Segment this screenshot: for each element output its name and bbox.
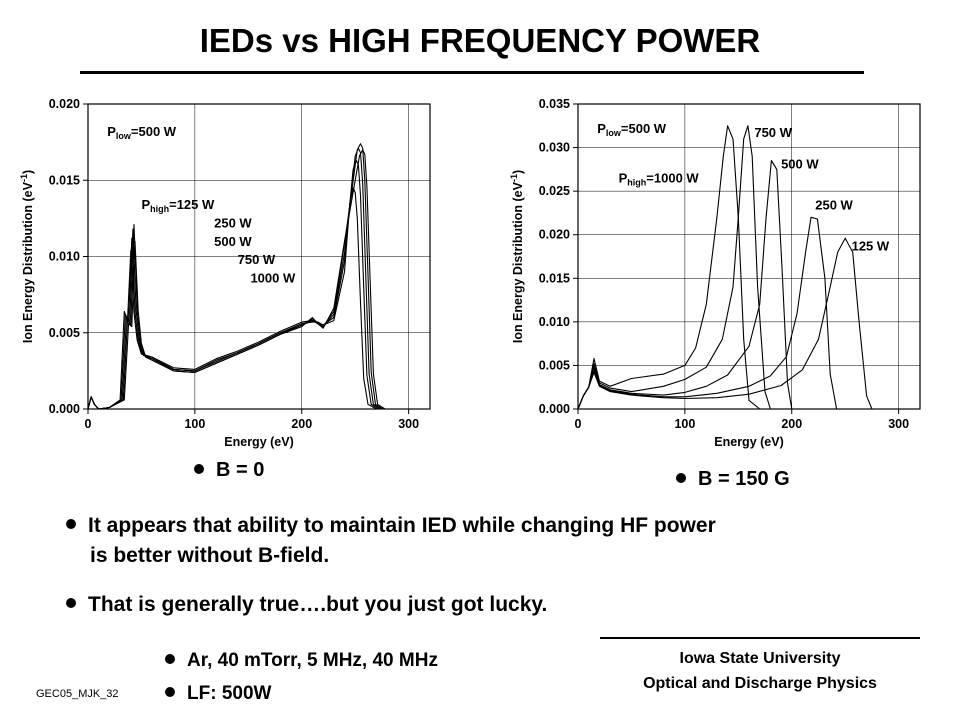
series-line-5	[87, 149, 430, 410]
annotation-prefix: P	[597, 121, 606, 136]
condition-lf: LF: 500W	[165, 683, 271, 705]
curve-annotation: 125 W	[852, 238, 890, 253]
curve-annotation: 750 W	[754, 125, 792, 140]
y-axis-label-main: Ion Energy Distribution (eV	[21, 181, 35, 343]
curve-annotation: Plow=500 W	[107, 124, 177, 141]
series-line-3	[87, 147, 430, 410]
y-tick-label: 0.015	[49, 173, 80, 187]
y-tick-label: 0.030	[539, 141, 570, 155]
label-b150-text: B = 150 G	[698, 468, 790, 490]
bullet-icon	[165, 686, 175, 697]
curve-annotation: 500 W	[781, 156, 819, 171]
ied-chart-b150: 0.000 0.005 0.010 0.015 0.020 0.025 0.030 0.035…	[509, 97, 921, 449]
y-axis-label-main: Ion Energy Distribution (eV	[511, 181, 525, 343]
x-axis-label: Energy (eV)	[224, 435, 293, 449]
annotation-text: 1000 W	[250, 270, 296, 285]
y-tick-label: 0.000	[539, 402, 570, 416]
slide-title: IEDs vs HIGH FREQUENCY POWER	[199, 22, 761, 59]
bullet-ability-cont: is better without B-field.	[90, 544, 330, 567]
condition-gas-text: Ar, 40 mTorr, 5 MHz, 40 MHz	[187, 650, 438, 671]
slide-code: GEC05_MJK_32	[36, 688, 119, 700]
footer-group: Optical and Discharge Physics	[643, 675, 877, 692]
annotation-text: 750 W	[754, 125, 792, 140]
y-tick-label: 0.010	[539, 315, 570, 329]
ied-chart-b0: 0.000 0.005 0.010 0.015 0.020 0 100 200 300 Energ…	[19, 97, 431, 449]
y-axis-label: Ion Energy Distribution (eV-1)	[509, 170, 525, 343]
plot-frame	[577, 103, 921, 410]
bullet-lucky-text: That is generally true….but you just got…	[88, 593, 548, 616]
curve-annotation: 500 W	[214, 234, 252, 249]
footer-rule	[600, 637, 920, 639]
curve-annotation: Plow=500 W	[597, 121, 667, 138]
annotation-subscript: high	[150, 204, 169, 214]
label-b0-text: B = 0	[216, 459, 265, 481]
y-tick-label: 0.025	[539, 184, 570, 198]
x-tick-label: 200	[291, 417, 312, 431]
bullet-ability: It appears that ability to maintain IED …	[66, 514, 716, 538]
curve-annotation: 750 W	[238, 252, 276, 267]
y-tick-label: 0.010	[49, 250, 80, 264]
annotation-prefix: P	[141, 197, 150, 212]
annotation-prefix: P	[107, 124, 116, 139]
annotation-text: 500 W	[214, 234, 252, 249]
x-tick-label: 200	[781, 417, 802, 431]
annotation-suffix: =500 W	[621, 121, 667, 136]
y-axis-label: Ion Energy Distribution (eV-1)	[19, 170, 35, 343]
y-tick-label: 0.005	[539, 358, 570, 372]
annotation-text: 250 W	[815, 197, 853, 212]
y-tick-label: 0.005	[49, 326, 80, 340]
x-axis-label: Energy (eV)	[714, 435, 783, 449]
x-tick-label: 0	[85, 417, 92, 431]
x-tick-label: 0	[575, 417, 582, 431]
bullet-ability-text: It appears that ability to maintain IED …	[88, 514, 716, 537]
curve-annotation: 250 W	[815, 197, 853, 212]
bullet-icon	[194, 463, 204, 474]
annotation-suffix: =500 W	[131, 124, 177, 139]
series-line-1	[577, 125, 920, 410]
y-tick-label: 0.020	[49, 97, 80, 111]
annotation-subscript: high	[627, 177, 646, 187]
x-tick-label: 100	[184, 417, 205, 431]
bullet-icon	[66, 519, 76, 530]
annotation-text: 500 W	[781, 156, 819, 171]
annotation-suffix: =1000 W	[646, 170, 699, 185]
footer-university: Iowa State University	[679, 650, 841, 667]
label-b150: B = 150 G	[676, 468, 790, 491]
bullet-icon	[66, 598, 76, 609]
x-tick-label: 300	[398, 417, 419, 431]
x-tick-label: 300	[888, 417, 909, 431]
condition-lf-text: LF: 500W	[187, 683, 272, 704]
series-line-2	[577, 125, 920, 410]
series-line-4	[577, 216, 920, 410]
annotation-subscript: low	[606, 128, 622, 138]
annotation-prefix: P	[619, 170, 628, 185]
annotation-text: 750 W	[238, 252, 276, 267]
curve-annotation: 1000 W	[250, 270, 296, 285]
label-b0: B = 0	[194, 459, 264, 482]
y-tick-label: 0.035	[539, 97, 570, 111]
bullet-lucky: That is generally true….but you just got…	[66, 593, 547, 617]
title-underline	[80, 71, 864, 74]
condition-gas: Ar, 40 mTorr, 5 MHz, 40 MHz	[165, 650, 438, 672]
y-tick-label: 0.000	[49, 402, 80, 416]
y-axis-label-close: )	[511, 170, 525, 174]
series-line-5	[577, 237, 920, 410]
annotation-subscript: low	[116, 131, 132, 141]
annotation-suffix: =125 W	[169, 197, 215, 212]
curve-annotation: Phigh=1000 W	[619, 170, 700, 187]
curve-annotation: 250 W	[214, 216, 252, 231]
y-axis-label-close: )	[21, 170, 35, 174]
bullet-icon	[676, 472, 686, 483]
y-tick-label: 0.020	[539, 228, 570, 242]
y-axis-label-sup: -1	[19, 174, 29, 182]
series-line-3	[577, 160, 920, 410]
annotation-text: 250 W	[214, 216, 252, 231]
curve-annotation: Phigh=125 W	[141, 197, 215, 214]
x-tick-label: 100	[674, 417, 695, 431]
bullet-icon	[165, 653, 175, 664]
series-line-1	[87, 187, 430, 410]
y-axis-label-sup: -1	[509, 174, 519, 182]
y-tick-label: 0.015	[539, 271, 570, 285]
annotation-text: 125 W	[852, 238, 890, 253]
